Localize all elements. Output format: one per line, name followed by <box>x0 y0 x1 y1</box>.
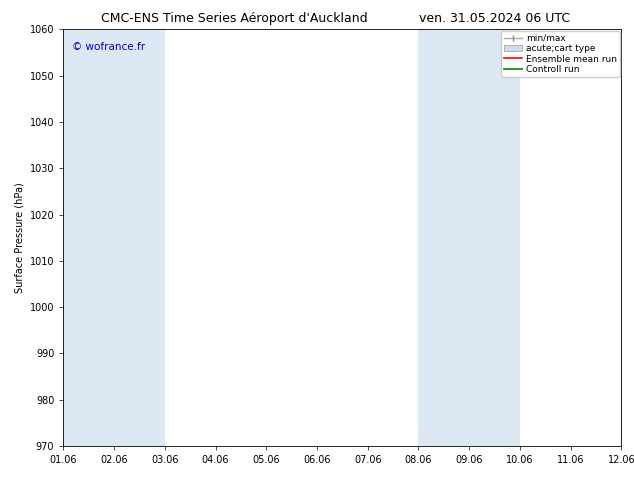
Y-axis label: Surface Pressure (hPa): Surface Pressure (hPa) <box>14 182 24 293</box>
Bar <box>418 29 520 446</box>
Legend: min/max, acute;cart type, Ensemble mean run, Controll run: min/max, acute;cart type, Ensemble mean … <box>501 31 619 76</box>
Text: ven. 31.05.2024 06 UTC: ven. 31.05.2024 06 UTC <box>419 12 570 25</box>
Text: CMC-ENS Time Series Aéroport d'Auckland: CMC-ENS Time Series Aéroport d'Auckland <box>101 12 368 25</box>
Bar <box>63 29 165 446</box>
Bar <box>621 29 634 446</box>
Text: © wofrance.fr: © wofrance.fr <box>72 42 145 52</box>
